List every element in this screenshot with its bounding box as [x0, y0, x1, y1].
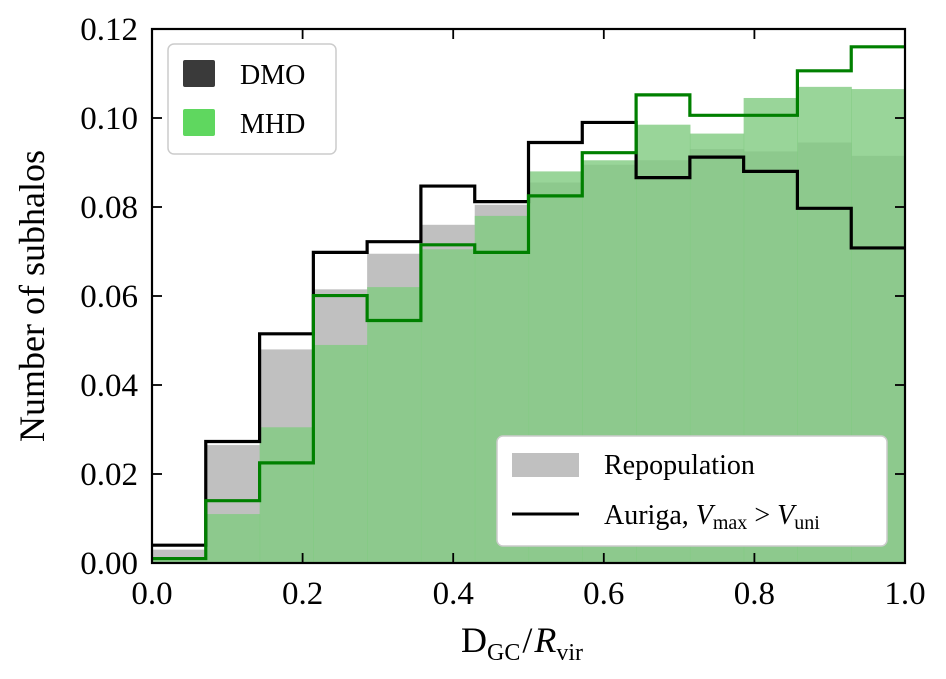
- tick-labels: 0.0 0.2 0.4 0.6 0.8 1.0 0.00 0.02 0.04 0.06 0.08 0.…: [80, 12, 925, 612]
- legend-swatch-mhd: [183, 109, 215, 136]
- x-tick-label: 0.2: [282, 576, 323, 612]
- x-axis-label: DGC/Rvir: [461, 620, 583, 666]
- legend-swatch-dmo: [183, 60, 215, 87]
- y-tick-label: 0.08: [80, 190, 138, 226]
- x-tick-label: 0.0: [131, 576, 172, 612]
- legend-top-left: DMO MHD: [167, 43, 337, 155]
- x-tick-label: 1.0: [884, 576, 925, 612]
- y-tick-label: 0.04: [80, 368, 138, 404]
- legend-label-repopulation: Repopulation: [604, 450, 755, 481]
- fill-bar-mhd: [367, 287, 422, 563]
- legend-label-mhd: MHD: [240, 109, 305, 140]
- legend-swatch-repopulation: [512, 453, 579, 477]
- legend-label-auriga: Auriga, Vmax > Vuni: [604, 500, 820, 534]
- x-tick-label: 0.4: [433, 576, 474, 612]
- legend-bottom-right: Repopulation Auriga, Vmax > Vuni: [496, 435, 888, 547]
- axis-ticks: [151, 28, 906, 564]
- y-axis-label: Number of subhalos: [12, 150, 52, 442]
- y-tick-label: 0.12: [80, 12, 138, 48]
- fill-bar-mhd: [313, 344, 368, 563]
- fill-bar-mhd: [152, 558, 207, 563]
- y-tick-label: 0.10: [80, 101, 138, 137]
- y-tick-label: 0.06: [80, 279, 138, 315]
- x-tick-label: 0.6: [583, 576, 624, 612]
- auriga-steps: [152, 45, 905, 561]
- legend-label-dmo: DMO: [240, 60, 305, 91]
- y-tick-label: 0.02: [80, 457, 138, 493]
- legend-frame: [496, 435, 888, 547]
- step-line-dmo: [152, 120, 905, 547]
- step-line-mhd: [152, 45, 905, 561]
- fill-bar-mhd: [420, 249, 476, 563]
- x-tick-label: 0.8: [734, 576, 775, 612]
- fill-bar-mhd: [205, 514, 261, 563]
- fill-bar-mhd: [259, 427, 314, 563]
- y-tick-label: 0.00: [80, 546, 138, 582]
